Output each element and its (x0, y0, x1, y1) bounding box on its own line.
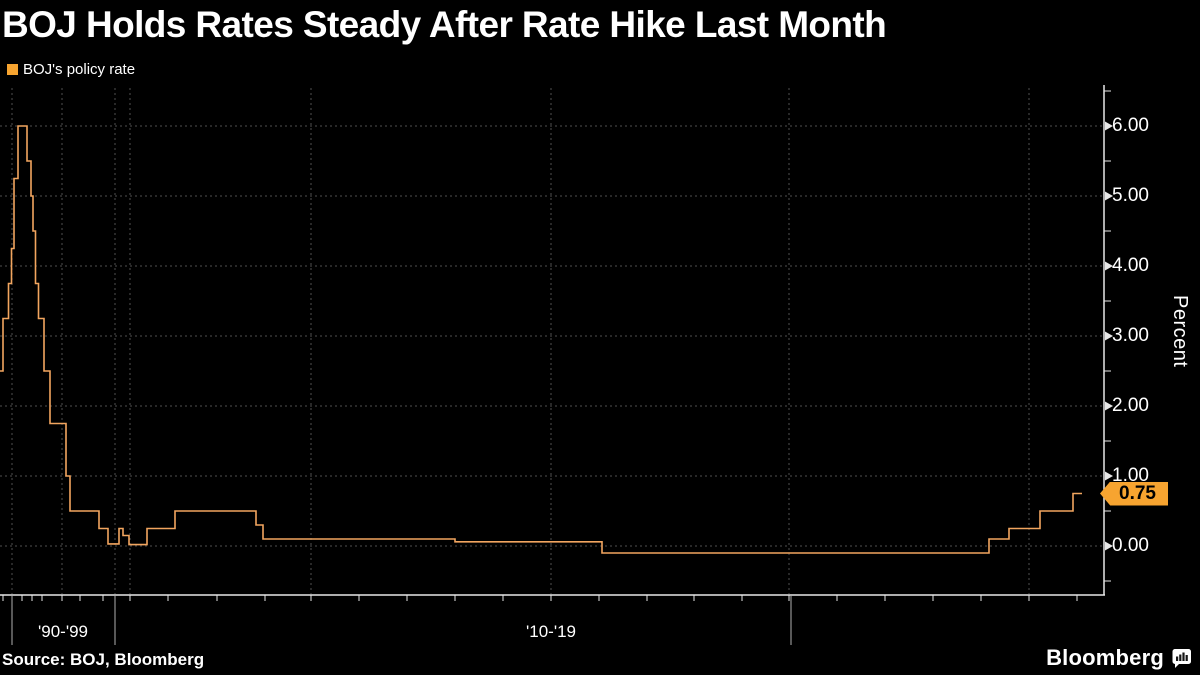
y-axis-label: 3.00 (1112, 325, 1149, 346)
chart-title: BOJ Holds Rates Steady After Rate Hike L… (2, 4, 887, 45)
y-axis-unit-title: Percent (1169, 295, 1191, 368)
y-axis-label: 0.00 (1112, 535, 1149, 556)
x-axis-decade-label: '90-'99 (38, 622, 88, 641)
bloomberg-chart-bubble-icon (1172, 648, 1191, 668)
y-axis-label: 5.00 (1112, 185, 1149, 206)
y-axis-label: 1.00 (1112, 465, 1149, 486)
current-value-text: 0.75 (1119, 482, 1156, 504)
y-axis-tick-arrow (1105, 401, 1113, 411)
bloomberg-logo-text: Bloomberg (1046, 645, 1164, 670)
y-axis-tick-arrow (1105, 331, 1113, 341)
y-axis-label: 2.00 (1112, 395, 1149, 416)
legend-label: BOJ's policy rate (23, 61, 136, 78)
policy-rate-step-line (0, 125, 1082, 554)
y-axis-tick-arrow (1105, 191, 1113, 201)
y-axis-label: 6.00 (1112, 115, 1149, 136)
bloomberg-logo: Bloomberg (1046, 645, 1192, 671)
current-value-badge: 0.75 (1100, 481, 1168, 506)
y-axis-tick-arrow (1105, 541, 1113, 551)
source-text: Source: BOJ, Bloomberg (2, 650, 205, 669)
y-axis-tick-arrow (1105, 471, 1113, 481)
y-axis-label: 4.00 (1112, 255, 1149, 276)
y-axis-tick-arrow (1105, 261, 1113, 271)
y-axis-tick-arrow (1105, 121, 1113, 131)
x-axis-decade-label: '10-'19 (526, 622, 576, 641)
legend: BOJ's policy rate (7, 61, 135, 78)
legend-swatch-icon (7, 64, 18, 75)
